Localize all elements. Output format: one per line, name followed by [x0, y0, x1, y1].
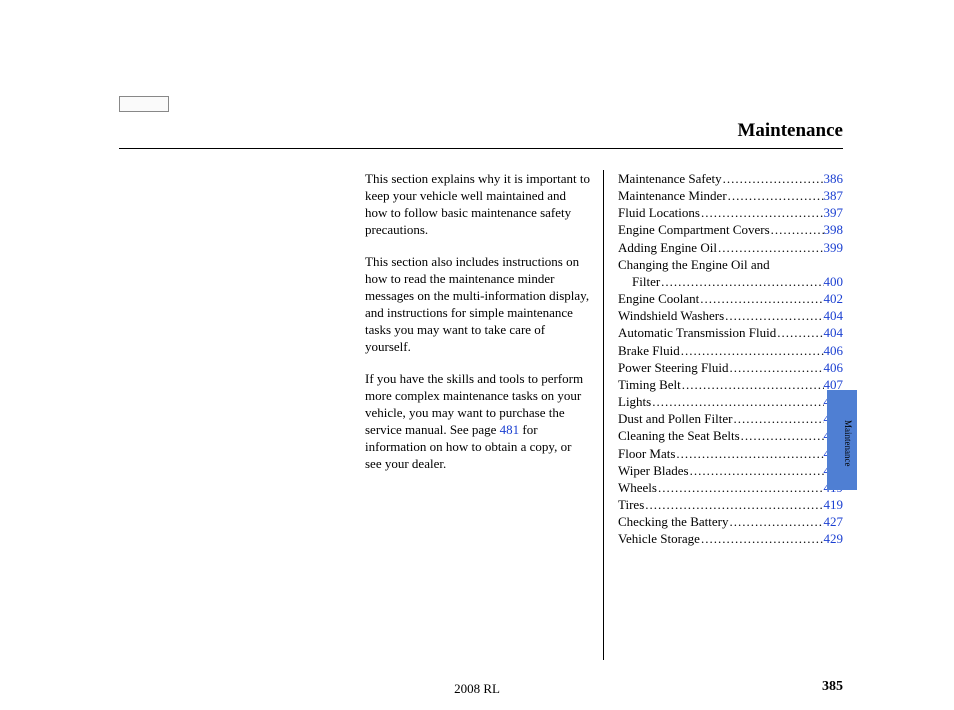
intro-para-1: This section explains why it is importan…	[365, 170, 591, 239]
toc-label: Windshield Washers	[618, 307, 724, 324]
toc-row: Wiper Blades............................…	[618, 462, 843, 479]
page-ref-link[interactable]: 481	[500, 422, 520, 437]
page-header: Maintenance	[119, 120, 843, 149]
toc-leader-dots: ........................................…	[770, 221, 824, 238]
toc-page-link[interactable]: 406	[824, 342, 844, 359]
toc-page-link[interactable]: 427	[824, 513, 844, 530]
toc-leader-dots: ........................................…	[644, 496, 823, 513]
content-columns: This section explains why it is importan…	[365, 170, 843, 660]
toc-label: Automatic Transmission Fluid	[618, 324, 776, 341]
toc-page-link[interactable]: 399	[824, 239, 844, 256]
page-title: Maintenance	[119, 120, 843, 148]
toc-label: Changing the Engine Oil and	[618, 256, 770, 273]
toc-label: Wiper Blades	[618, 462, 689, 479]
toc-leader-dots: ........................................…	[700, 530, 824, 547]
toc-leader-dots: ........................................…	[651, 393, 823, 410]
toc-row: Automatic Transmission Fluid............…	[618, 324, 843, 341]
toc-page-link[interactable]: 386	[824, 170, 844, 187]
toc-row: Power Steering Fluid....................…	[618, 359, 843, 376]
toc-label: Power Steering Fluid	[618, 359, 729, 376]
toc-leader-dots: ........................................…	[657, 479, 824, 496]
toc-page-link[interactable]: 400	[824, 273, 844, 290]
toc-row: Maintenance Minder......................…	[618, 187, 843, 204]
toc-leader-dots: ........................................…	[776, 324, 823, 341]
toc-leader-dots: ........................................…	[680, 342, 824, 359]
toc-row: Tires...................................…	[618, 496, 843, 513]
toc-row: Floor Mats..............................…	[618, 445, 843, 462]
footer-model: 2008 RL	[0, 681, 954, 697]
intro-para-3: If you have the skills and tools to perf…	[365, 370, 591, 473]
toc-row: Brake Fluid.............................…	[618, 342, 843, 359]
toc-label: Maintenance Minder	[618, 187, 727, 204]
toc-label: Maintenance Safety	[618, 170, 722, 187]
toc-label: Vehicle Storage	[618, 530, 700, 547]
toc-leader-dots: ........................................…	[732, 410, 823, 427]
toc-row: Engine Compartment Covers...............…	[618, 221, 843, 238]
toc-leader-dots: ........................................…	[722, 170, 824, 187]
toc-page-link[interactable]: 406	[824, 359, 844, 376]
toc-row: Timing Belt.............................…	[618, 376, 843, 393]
intro-para-3a: If you have the skills and tools to perf…	[365, 371, 583, 437]
toc-leader-dots: ........................................…	[660, 273, 823, 290]
toc-row: Adding Engine Oil.......................…	[618, 239, 843, 256]
toc-label: Brake Fluid	[618, 342, 680, 359]
toc-label: Cleaning the Seat Belts	[618, 427, 740, 444]
toc-leader-dots: ........................................…	[700, 204, 824, 221]
toc-row: Wheels..................................…	[618, 479, 843, 496]
toc-row: Cleaning the Seat Belts.................…	[618, 427, 843, 444]
toc-page-link[interactable]: 404	[824, 324, 844, 341]
toc-label: Wheels	[618, 479, 657, 496]
toc-label: Tires	[618, 496, 644, 513]
toc-page-link[interactable]: 398	[824, 221, 844, 238]
toc-page-link[interactable]: 429	[824, 530, 844, 547]
toc-leader-dots: ........................................…	[727, 187, 824, 204]
toc-page-link[interactable]: 402	[824, 290, 844, 307]
toc-row: Windshield Washers......................…	[618, 307, 843, 324]
intro-column: This section explains why it is importan…	[365, 170, 604, 660]
toc-page-link[interactable]: 419	[824, 496, 844, 513]
toc-label: Lights	[618, 393, 651, 410]
toc-row: Checking the Battery....................…	[618, 513, 843, 530]
toc-page-link[interactable]: 387	[824, 187, 844, 204]
toc-label: Timing Belt	[618, 376, 681, 393]
toc-leader-dots: ........................................…	[699, 290, 823, 307]
toc-leader-dots: ........................................…	[729, 359, 824, 376]
toc-row: Vehicle Storage.........................…	[618, 530, 843, 547]
toc-row: Lights..................................…	[618, 393, 843, 410]
toc-label: Engine Coolant	[618, 290, 699, 307]
toc-leader-dots: ........................................…	[740, 427, 824, 444]
toc-label: Adding Engine Oil	[618, 239, 717, 256]
section-tab-label: Maintenance	[843, 420, 853, 466]
toc-label: Dust and Pollen Filter	[618, 410, 732, 427]
toc-row: Fluid Locations.........................…	[618, 204, 843, 221]
toc-leader-dots: ........................................…	[728, 513, 823, 530]
toc-label: Floor Mats	[618, 445, 675, 462]
toc-page-link[interactable]: 404	[824, 307, 844, 324]
corner-box	[119, 96, 169, 112]
toc-label: Engine Compartment Covers	[618, 221, 770, 238]
toc-row: Filter..................................…	[618, 273, 843, 290]
toc-leader-dots: ........................................…	[689, 462, 824, 479]
toc-page-link[interactable]: 397	[824, 204, 844, 221]
toc-leader-dots: ........................................…	[681, 376, 824, 393]
header-rule	[119, 148, 843, 149]
toc-row: Changing the Engine Oil and	[618, 256, 843, 273]
toc-leader-dots: ........................................…	[717, 239, 824, 256]
toc-leader-dots: ........................................…	[675, 445, 823, 462]
toc-row: Dust and Pollen Filter..................…	[618, 410, 843, 427]
toc-label: Filter	[618, 273, 660, 290]
intro-para-2: This section also includes instructions …	[365, 253, 591, 356]
toc-row: Engine Coolant..........................…	[618, 290, 843, 307]
toc-label: Fluid Locations	[618, 204, 700, 221]
toc-row: Maintenance Safety......................…	[618, 170, 843, 187]
toc-label: Checking the Battery	[618, 513, 728, 530]
toc-column: Maintenance Safety......................…	[604, 170, 843, 660]
toc-leader-dots: ........................................…	[724, 307, 823, 324]
